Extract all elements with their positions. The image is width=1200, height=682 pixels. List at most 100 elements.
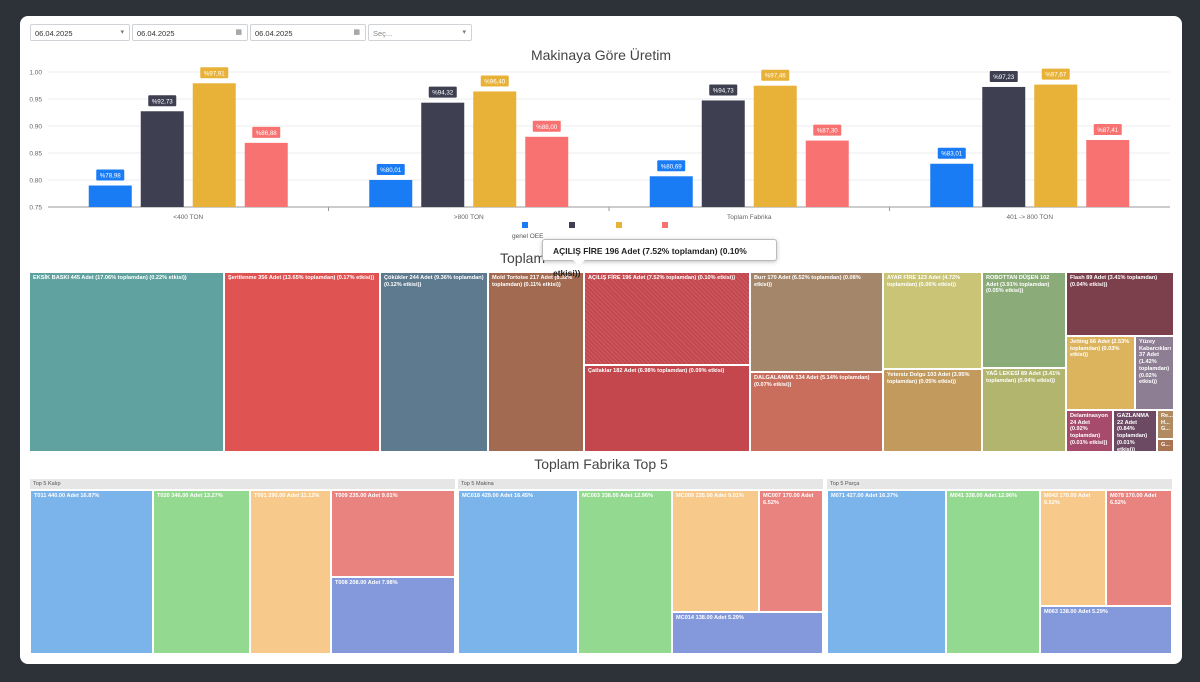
y-tick-label: 0.75 bbox=[29, 205, 42, 212]
treemap-cell[interactable]: T020 346.00 Adet 13.27% bbox=[153, 490, 250, 654]
treemap-cell[interactable]: Yetersiz Dolgu 103 Adet (3.95% toplamdan… bbox=[883, 369, 982, 452]
bar[interactable] bbox=[753, 85, 797, 207]
bar[interactable] bbox=[1034, 84, 1078, 207]
data-label-box bbox=[200, 67, 229, 79]
top5-mold-treemap: T011 440.00 Adet 16.87% T020 346.00 Adet… bbox=[30, 490, 455, 654]
treemap-cell[interactable]: M071 427.00 Adet 16.37% bbox=[827, 490, 946, 654]
data-label-box bbox=[532, 120, 561, 132]
start-date-select[interactable]: 06.04.2025 ▾ bbox=[30, 24, 130, 41]
y-tick-label: 0.95 bbox=[29, 97, 42, 104]
data-label: %97,23 bbox=[993, 74, 1015, 81]
bar[interactable] bbox=[473, 91, 517, 207]
top5-machine-panel: Top 5 Makina MC018 429.00 Adet 16.45% MC… bbox=[458, 479, 823, 654]
treemap-cell[interactable]: MC007 170.00 Adet 6.52% bbox=[759, 490, 823, 612]
treemap-cell[interactable]: M078 170.00 Adet 6.52% bbox=[1106, 490, 1172, 606]
treemap-cell[interactable]: Yüzey Kabarcıkları 37 Adet (1.42% toplam… bbox=[1135, 336, 1174, 410]
treemap-cell[interactable]: DALGALANMA 134 Adet (5.14% toplamdan) (0… bbox=[750, 372, 883, 452]
bar[interactable] bbox=[140, 111, 184, 207]
legend-swatch[interactable] bbox=[522, 222, 528, 228]
bar[interactable] bbox=[421, 102, 465, 207]
bar[interactable] bbox=[805, 140, 849, 207]
data-label: %80,01 bbox=[380, 167, 402, 174]
treemap-cell[interactable]: T009 235.00 Adet 9.01% bbox=[331, 490, 455, 577]
bar[interactable] bbox=[982, 86, 1026, 207]
x-category-label: <400 TON bbox=[173, 214, 203, 221]
chevron-down-icon: ▾ bbox=[462, 29, 466, 36]
date-field-2[interactable]: 06.04.2025 ▦ bbox=[250, 24, 366, 41]
legend-swatch[interactable] bbox=[568, 222, 575, 228]
data-label-box bbox=[480, 75, 509, 87]
treemap-cell[interactable]: M042 170.00 Adet 6.52% bbox=[1040, 490, 1106, 606]
treemap-cell[interactable]: T008 208.00 Adet 7.98% bbox=[331, 577, 455, 654]
treemap-cell[interactable]: G... bbox=[1157, 439, 1174, 452]
y-tick-label: 0.85 bbox=[29, 151, 42, 158]
select-placeholder: Seç... bbox=[373, 29, 393, 38]
treemap-cell[interactable]: Şeritlenme 356 Adet (13.65% toplamdan) (… bbox=[224, 272, 380, 452]
data-label-box bbox=[937, 147, 966, 159]
y-tick-label: 0.80 bbox=[29, 178, 42, 185]
bar[interactable] bbox=[1086, 139, 1130, 207]
data-label: %94,32 bbox=[432, 90, 454, 97]
treemap-cell[interactable]: Delaminasyon 24 Adet (0.92% toplamdan) (… bbox=[1066, 410, 1113, 452]
top5-title: Toplam Fabrika Top 5 bbox=[534, 456, 668, 472]
data-label: %97,67 bbox=[1045, 72, 1067, 79]
legend-label-oee: genel OEE bbox=[512, 233, 544, 240]
treemap-cell[interactable]: Mold Tortoise 217 Adet (8.32% toplamdan)… bbox=[488, 272, 584, 452]
treemap-cell[interactable]: MC003 338.00 Adet 12.96% bbox=[578, 490, 672, 654]
treemap-cell[interactable]: Burr 170 Adet (6.52% toplamdan) (0.08% e… bbox=[750, 272, 883, 372]
treemap-cell[interactable]: Flash 89 Adet (3.41% toplamdan) (0.04% e… bbox=[1066, 272, 1174, 336]
treemap-tooltip: AÇILIŞ FİRE 196 Adet (7.52% toplamdan) (… bbox=[542, 239, 777, 278]
bar[interactable] bbox=[192, 83, 236, 207]
treemap-cell[interactable]: T001 290.00 Adet 11.12% bbox=[250, 490, 331, 654]
bar[interactable] bbox=[369, 179, 413, 207]
data-label: %87,30 bbox=[817, 128, 839, 135]
x-category-label: Toplam Fabrika bbox=[727, 214, 772, 221]
data-label-box bbox=[252, 126, 281, 138]
x-category-label: 401 -> 800 TON bbox=[1006, 214, 1053, 221]
treemap-cell[interactable]: T011 440.00 Adet 16.87% bbox=[30, 490, 153, 654]
data-label-box bbox=[96, 169, 125, 181]
treemap-cell[interactable]: GAZLANMA 22 Adet (0.84% toplamdan) (0.01… bbox=[1113, 410, 1157, 452]
treemap-cell[interactable]: M041 338.00 Adet 12.96% bbox=[946, 490, 1040, 654]
legend-swatch[interactable] bbox=[662, 222, 669, 228]
treemap-cell[interactable]: Re... H... G... bbox=[1157, 410, 1174, 439]
data-label-box bbox=[148, 95, 177, 107]
data-label: %88,00 bbox=[536, 124, 558, 131]
date-field-1[interactable]: 06.04.2025 ▦ bbox=[132, 24, 248, 41]
calendar-icon: ▦ bbox=[235, 29, 242, 36]
top5-part-treemap: M071 427.00 Adet 16.37% M041 338.00 Adet… bbox=[827, 490, 1172, 654]
treemap-cell[interactable]: AYAR FİRE 123 Adet (4.72% toplamdan) (0.… bbox=[883, 272, 982, 369]
data-label-box bbox=[657, 160, 686, 172]
data-label: %86,88 bbox=[256, 130, 278, 137]
y-tick-label: 0.90 bbox=[29, 124, 42, 131]
y-tick-label: 1.00 bbox=[29, 70, 42, 77]
treemap-cell[interactable]: YAĞ LEKESİ 89 Adet (3.41% toplamdan) (0.… bbox=[982, 368, 1066, 452]
data-label-box bbox=[989, 70, 1018, 82]
data-label-box bbox=[709, 84, 738, 96]
treemap-cell[interactable]: ROBOTTAN DÜŞEN 102 Adet (3.91% toplamdan… bbox=[982, 272, 1066, 368]
data-label: %80,69 bbox=[661, 163, 683, 170]
calendar-icon: ▦ bbox=[353, 29, 360, 36]
top5-part-panel: Top 5 Parça M071 427.00 Adet 16.37% M041… bbox=[827, 479, 1172, 654]
bar[interactable] bbox=[701, 100, 745, 207]
machine-select[interactable]: Seç... ▾ bbox=[368, 24, 472, 41]
bar[interactable] bbox=[88, 185, 132, 207]
treemap-cell[interactable]: MC014 138.00 Adet 5.29% bbox=[672, 612, 823, 654]
treemap-cell[interactable]: Çatlaklar 182 Adet (6.98% toplamdan) (0.… bbox=[584, 365, 750, 452]
data-label: %97,46 bbox=[765, 73, 787, 80]
treemap-cell[interactable]: MC009 235.00 Adet 9.01% bbox=[672, 490, 759, 612]
bar[interactable] bbox=[244, 142, 288, 207]
treemap-cell[interactable]: M063 138.00 Adet 5.29% bbox=[1040, 606, 1172, 654]
bar[interactable] bbox=[525, 136, 569, 207]
date-value-1: 06.04.2025 bbox=[137, 29, 175, 38]
treemap-cell[interactable]: Jetting 66 Adet (2.53% toplamdan) (0.03%… bbox=[1066, 336, 1135, 410]
legend-swatch[interactable] bbox=[615, 222, 622, 228]
treemap-cell-hovered[interactable]: AÇILIŞ FİRE 196 Adet (7.52% toplamdan) (… bbox=[584, 272, 750, 365]
data-label-box bbox=[428, 86, 457, 98]
bar[interactable] bbox=[649, 176, 693, 207]
top5-mold-panel: Top 5 Kalıp T011 440.00 Adet 16.87% T020… bbox=[30, 479, 455, 654]
treemap-cell[interactable]: EKSİK BASKI 445 Adet (17.06% toplamdan) … bbox=[29, 272, 224, 452]
treemap-cell[interactable]: MC018 429.00 Adet 16.45% bbox=[458, 490, 578, 654]
treemap-cell[interactable]: Çökükler 244 Adet (9.36% toplamdan) (0.1… bbox=[380, 272, 488, 452]
bar[interactable] bbox=[930, 163, 974, 207]
